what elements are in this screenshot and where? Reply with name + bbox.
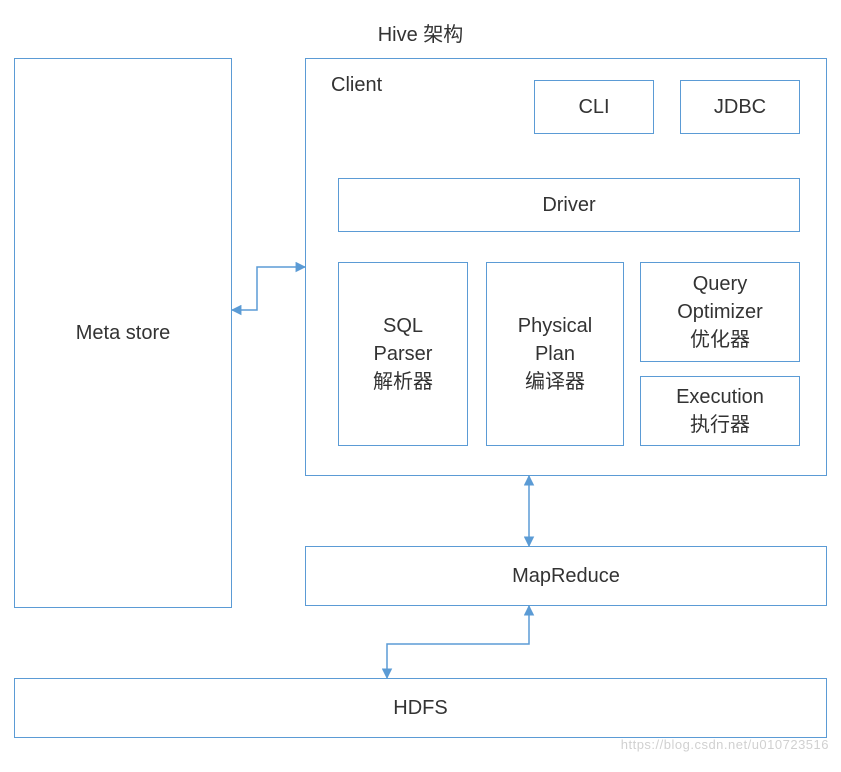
execution-label: Execution 执行器: [676, 383, 764, 439]
jdbc-box: JDBC: [680, 80, 800, 134]
watermark-label: https://blog.csdn.net/u010723516: [621, 737, 829, 752]
query-optimizer-box: Query Optimizer 优化器: [640, 262, 800, 362]
title-text: Hive 架构: [378, 24, 464, 46]
cli-box: CLI: [534, 80, 654, 134]
connector-mapreduce-hdfs: [387, 606, 529, 678]
jdbc-label: JDBC: [714, 93, 766, 121]
physical-plan-label: Physical Plan 编译器: [518, 312, 592, 396]
driver-label: Driver: [542, 191, 595, 219]
hdfs-box: HDFS: [14, 678, 827, 738]
hdfs-label: HDFS: [393, 694, 447, 722]
client-label: Client: [331, 74, 382, 97]
physical-plan-box: Physical Plan 编译器: [486, 262, 624, 446]
connector-meta-client: [232, 267, 305, 310]
watermark-text: https://blog.csdn.net/u010723516: [621, 737, 829, 752]
meta-store-label: Meta store: [76, 319, 170, 347]
cli-label: CLI: [578, 93, 609, 121]
mapreduce-label: MapReduce: [512, 562, 620, 590]
diagram-title: Hive 架构: [0, 18, 841, 47]
meta-store-box: Meta store: [14, 58, 232, 608]
driver-box: Driver: [338, 178, 800, 232]
execution-box: Execution 执行器: [640, 376, 800, 446]
mapreduce-box: MapReduce: [305, 546, 827, 606]
query-optimizer-label: Query Optimizer 优化器: [677, 270, 763, 354]
sql-parser-box: SQL Parser 解析器: [338, 262, 468, 446]
sql-parser-label: SQL Parser 解析器: [373, 312, 433, 396]
